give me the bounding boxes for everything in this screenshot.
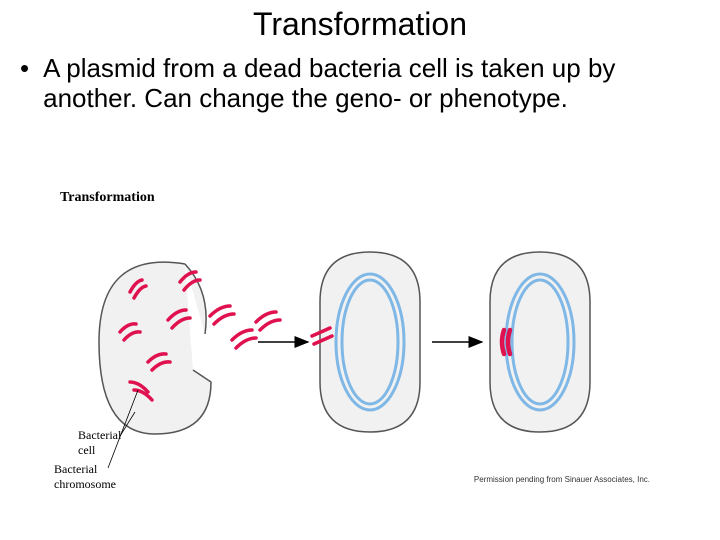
label-bacterial-chromosome: Bacterial chromosome (54, 462, 116, 492)
label-bacterial-cell: Bacterial cell (78, 428, 121, 458)
permission-note: Permission pending from Sinauer Associat… (474, 475, 650, 484)
bullet-marker: • (20, 53, 43, 113)
bullet-item: • A plasmid from a dead bacteria cell is… (0, 43, 720, 113)
transformation-diagram (60, 212, 620, 472)
figure-container: Transformation Bacterial cell Bacterial … (60, 190, 660, 490)
figure-heading: Transformation (60, 190, 660, 206)
bullet-text: A plasmid from a dead bacteria cell is t… (43, 53, 702, 113)
page-title: Transformation (0, 0, 720, 43)
